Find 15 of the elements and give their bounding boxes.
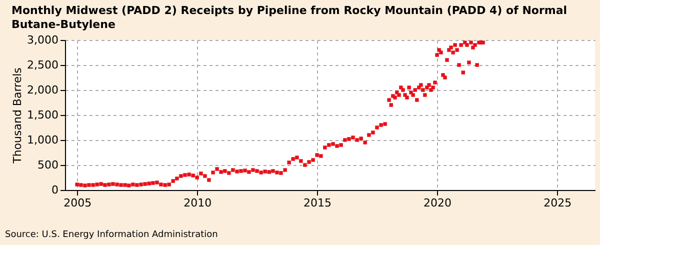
x-tick-label: 2010 [184, 196, 212, 210]
x-tick-label: 2015 [304, 196, 332, 210]
y-tick-label: 2,000 [27, 84, 58, 96]
y-tick-label: 3,000 [27, 34, 58, 46]
x-tick-label: 2005 [64, 196, 92, 210]
source-note: Source: U.S. Energy Information Administration [5, 230, 218, 240]
y-tick-label: 1,000 [27, 134, 58, 146]
y-tick-label: 1,500 [27, 108, 58, 122]
y-tick-label: 500 [38, 158, 58, 172]
x-tick-label: 2025 [544, 196, 572, 210]
y-axis-title: Thousand Barrels [11, 67, 24, 164]
y-tick-label: 0 [52, 184, 58, 196]
x-tick-label: 2020 [424, 196, 452, 210]
chart-title: Monthly Midwest (PADD 2) Receipts by Pipeline from Rocky Mountain (PADD 4) of Normal Butane-Butylene [12, 4, 568, 31]
y-tick-label: 2,500 [27, 58, 58, 72]
